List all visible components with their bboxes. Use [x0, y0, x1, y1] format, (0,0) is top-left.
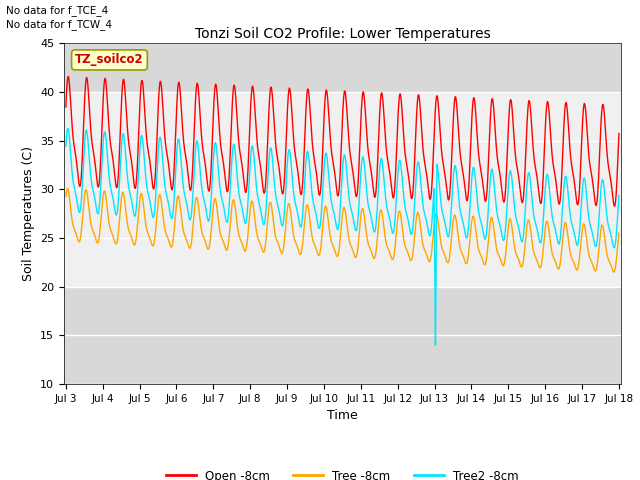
Bar	[64, 43, 621, 92]
Legend: Open -8cm, Tree -8cm, Tree2 -8cm: Open -8cm, Tree -8cm, Tree2 -8cm	[161, 465, 524, 480]
X-axis label: Time: Time	[327, 409, 358, 422]
Title: Tonzi Soil CO2 Profile: Lower Temperatures: Tonzi Soil CO2 Profile: Lower Temperatur…	[195, 27, 490, 41]
Text: No data for f_TCE_4
No data for f_TCW_4: No data for f_TCE_4 No data for f_TCW_4	[6, 5, 113, 30]
Bar	[64, 287, 621, 384]
Text: TZ_soilco2: TZ_soilco2	[75, 53, 144, 66]
Y-axis label: Soil Temperatures (C): Soil Temperatures (C)	[22, 146, 35, 281]
